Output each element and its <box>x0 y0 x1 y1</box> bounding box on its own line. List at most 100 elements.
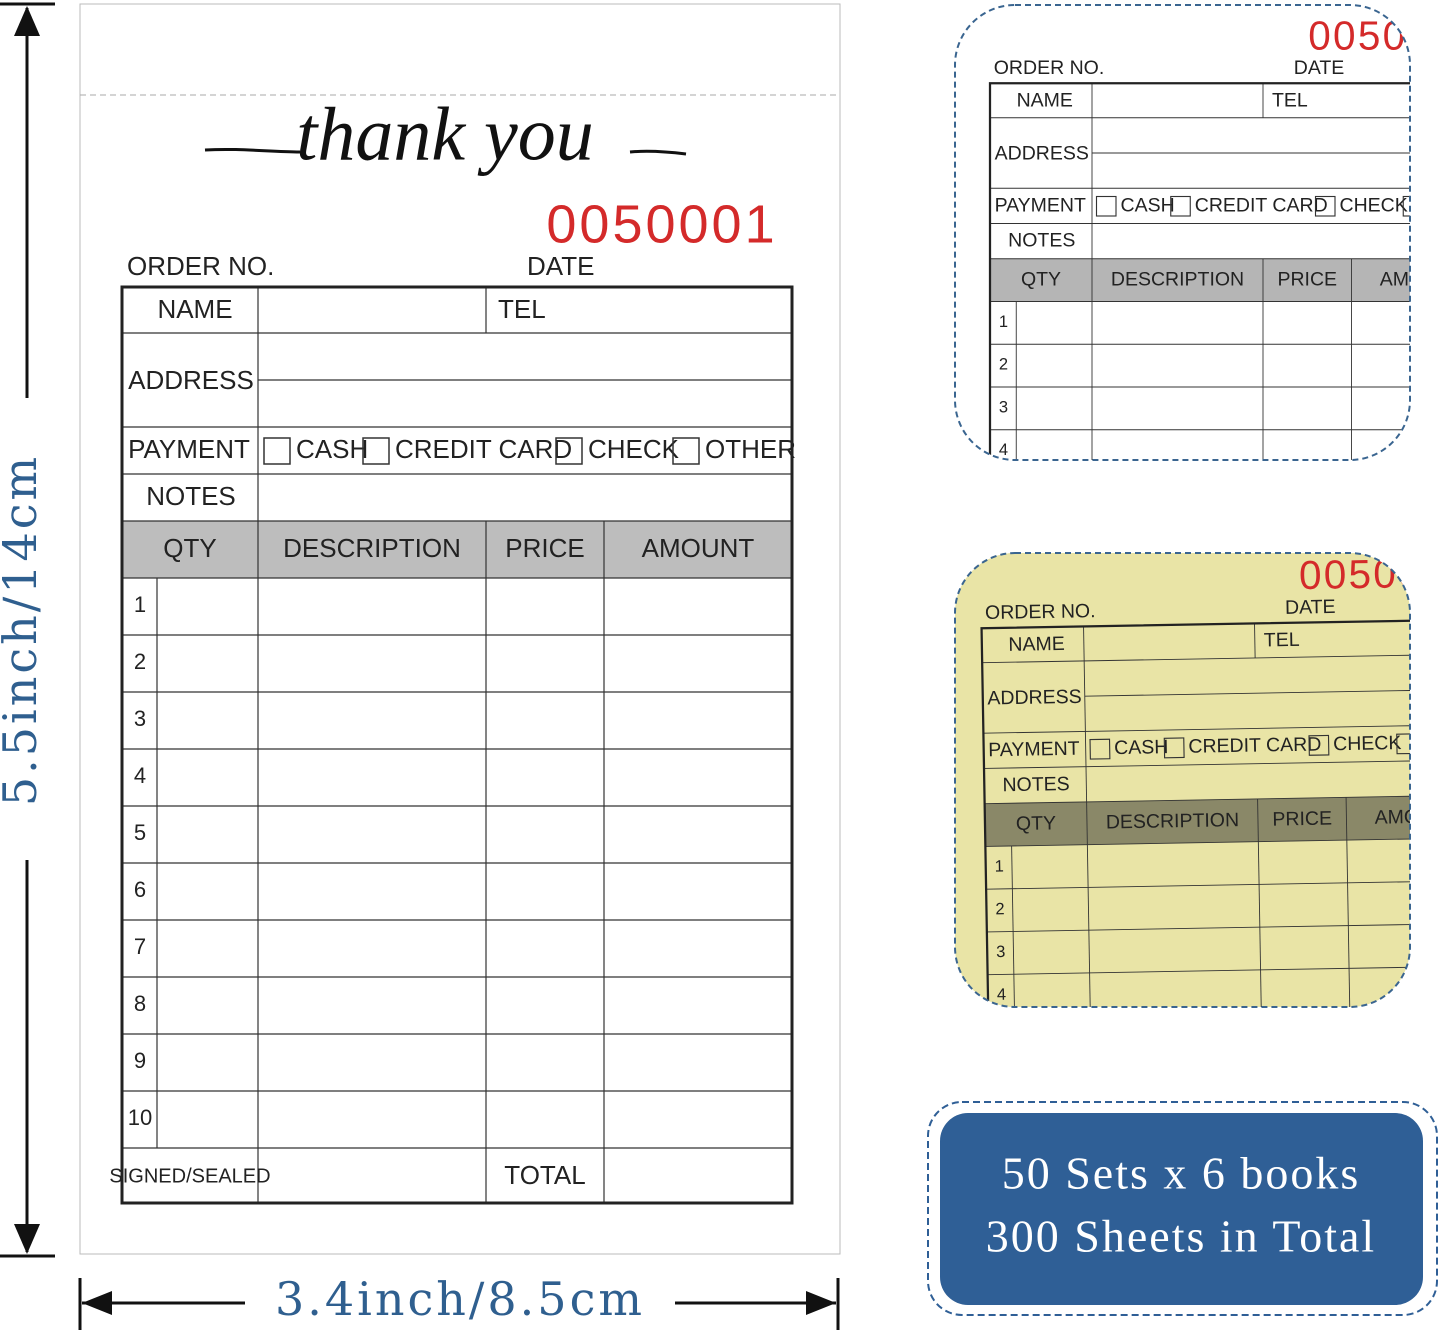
label: OTHER <box>1427 194 1440 216</box>
header-band <box>122 521 792 578</box>
label: 1 <box>994 857 1004 875</box>
checkbox <box>1170 195 1191 217</box>
preview-border <box>954 552 1411 1008</box>
checkbox <box>1402 195 1410 217</box>
height-label: 5.5inch/14cm <box>0 454 47 806</box>
label: 5 <box>997 1028 1007 1046</box>
label: ADDRESS <box>995 143 1089 165</box>
label: 7 <box>134 934 146 959</box>
label: CHECK <box>1340 194 1408 216</box>
table-border <box>120 285 794 1205</box>
rule <box>985 837 1410 847</box>
label: OTHER <box>705 434 796 464</box>
label: QTY <box>1016 812 1056 835</box>
order-number: 0050001 <box>546 194 777 254</box>
checkbox <box>1396 733 1410 755</box>
rule <box>986 879 1410 890</box>
label: 1 <box>134 592 146 617</box>
label: NOTES <box>1008 230 1075 252</box>
label: SIGNED/SEALED <box>109 1165 270 1187</box>
checkbox <box>1095 195 1117 217</box>
label: 4 <box>997 986 1007 1004</box>
label: AMOUNT <box>1380 269 1440 291</box>
checkbox <box>1308 734 1330 756</box>
label: CHECK <box>588 434 680 464</box>
label: NAME <box>1008 633 1065 656</box>
rule <box>984 794 1410 805</box>
label: 5 <box>134 820 146 845</box>
label: PRICE <box>1272 808 1332 831</box>
label: 5 <box>999 484 1008 502</box>
checkbox <box>672 437 700 465</box>
rule <box>1345 797 1356 1007</box>
checkbox <box>1089 738 1111 760</box>
label: CREDIT CARD <box>1195 194 1328 216</box>
label: DATE <box>1285 596 1336 619</box>
label: TOTAL <box>504 1160 585 1190</box>
label: DESCRIPTION <box>283 533 461 563</box>
rule <box>1011 845 1020 1007</box>
rule <box>984 759 1410 769</box>
label: NOTES <box>1002 773 1070 796</box>
label: AMOUNT <box>642 533 755 563</box>
heading: thank you <box>1110 476 1334 543</box>
label: 4 <box>134 763 146 788</box>
checkbox <box>1314 195 1336 217</box>
label: 2 <box>999 356 1008 374</box>
badge-line: 300 Sheets in Total <box>986 1211 1376 1262</box>
table-border <box>980 618 1410 1007</box>
label: PAYMENT <box>128 434 250 464</box>
label: 6 <box>134 877 146 902</box>
rule <box>989 1051 1440 1060</box>
checkbox <box>1163 737 1185 759</box>
label: 2 <box>134 649 146 674</box>
preview-white: thank you 0050001 ORDER NO. DATE NAME TEL ADDR… <box>958 0 1440 502</box>
rule <box>982 653 1410 664</box>
label: CASH <box>1121 194 1175 216</box>
heading: thank you <box>1121 0 1344 1</box>
checkbox <box>362 437 390 465</box>
rule <box>1254 623 1256 658</box>
label: TEL <box>498 294 546 324</box>
label: NAME <box>157 294 232 324</box>
label: 3 <box>134 706 146 731</box>
label: 3 <box>996 943 1006 961</box>
label: ORDER NO. <box>985 600 1096 624</box>
label: CREDIT CARD <box>395 434 572 464</box>
label: ORDER NO. <box>994 57 1105 79</box>
rule <box>983 723 1410 734</box>
checkbox <box>263 437 291 465</box>
label: ORDER NO. <box>127 251 274 281</box>
rule <box>1083 626 1096 1007</box>
table-border <box>988 82 1410 460</box>
label: OTHER <box>1421 731 1440 754</box>
label: QTY <box>1021 269 1061 291</box>
paper <box>958 5 1410 460</box>
label: DATE <box>527 251 594 281</box>
label: CHECK <box>1333 732 1402 755</box>
preview-border <box>954 4 1411 461</box>
paper <box>79 3 841 1255</box>
flourish <box>204 147 687 156</box>
rule <box>1084 688 1410 697</box>
label: CREDIT CARD <box>1188 733 1321 757</box>
label: DESCRIPTION <box>1111 269 1244 291</box>
label: 10 <box>128 1105 152 1130</box>
label: 2 <box>995 900 1005 918</box>
checkbox <box>555 437 583 465</box>
badge <box>940 1113 1423 1305</box>
receipt-form: thank you 0050001 ORDER NO. DATE NAME TEL ADDR… <box>79 3 841 1255</box>
label: 6 <box>998 1071 1008 1089</box>
heading: thank you <box>296 92 594 176</box>
label: CASH <box>1114 736 1169 759</box>
label: QTY <box>163 533 216 563</box>
rule <box>1257 798 1267 1007</box>
label: DATE <box>1294 57 1345 79</box>
order-number: 0050001 <box>1308 13 1440 59</box>
label: ADDRESS <box>987 686 1082 710</box>
label: PRICE <box>1277 269 1337 291</box>
